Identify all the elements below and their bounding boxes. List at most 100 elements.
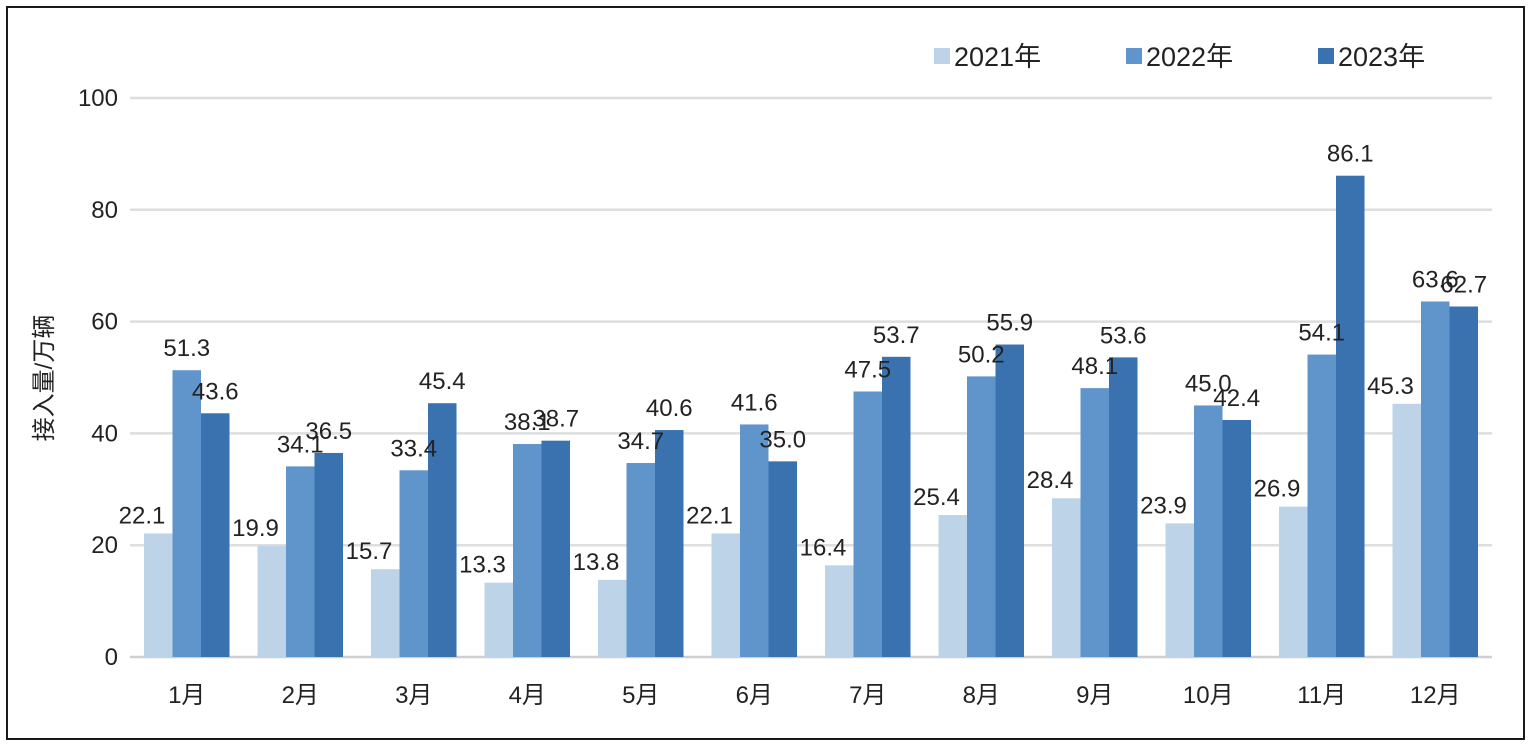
bar — [314, 452, 343, 657]
data-label: 36.5 — [305, 418, 352, 445]
bar — [1052, 498, 1081, 657]
data-label: 53.6 — [1100, 322, 1147, 349]
data-label: 22.1 — [119, 502, 166, 529]
data-label: 50.2 — [958, 341, 1005, 368]
bar — [1222, 419, 1251, 657]
data-label: 54.1 — [1298, 320, 1345, 347]
bar — [428, 403, 457, 657]
data-label: 23.9 — [1140, 492, 1187, 519]
x-tick-label: 11月 — [1297, 682, 1346, 709]
data-label: 16.4 — [800, 534, 847, 561]
legend-swatch — [1126, 48, 1142, 64]
y-tick-label: 0 — [105, 644, 118, 671]
data-label: 45.0 — [1185, 370, 1232, 397]
y-axis-ticks: 0 20 40 60 80 100 — [78, 85, 118, 671]
data-label: 47.5 — [844, 356, 891, 383]
data-label: 53.7 — [873, 322, 920, 349]
data-label: 19.9 — [232, 515, 279, 542]
x-tick-label: 5月 — [622, 682, 659, 709]
data-labels: 22.1 51.3 43.6 19.9 34.136.5 15.7 33.4 45.4 13.3… — [119, 141, 1487, 579]
bar — [371, 569, 400, 657]
data-label: 38.7 — [532, 406, 579, 433]
bar — [711, 533, 740, 657]
legend-swatch — [1318, 48, 1334, 64]
legend-label: 2023年 — [1338, 42, 1425, 72]
bar — [1080, 388, 1109, 657]
bar — [853, 391, 882, 657]
bar — [740, 424, 769, 657]
bar — [1449, 306, 1478, 657]
bar — [257, 545, 286, 657]
bar — [938, 515, 967, 657]
bar — [1421, 301, 1450, 657]
data-label: 45.4 — [419, 368, 466, 395]
x-tick-label: 8月 — [963, 682, 1000, 709]
y-tick-label: 60 — [91, 309, 118, 336]
x-tick-label: 12月 — [1410, 682, 1461, 709]
data-label: 51.3 — [163, 335, 210, 362]
bar — [967, 376, 996, 657]
bar — [513, 444, 542, 657]
bar — [825, 565, 854, 657]
data-label: 86.1 — [1327, 141, 1374, 168]
bar — [1279, 506, 1308, 657]
bar — [144, 533, 173, 657]
legend: 2021年 2022年 2023年 — [934, 42, 1425, 72]
data-label: 35.0 — [759, 426, 806, 453]
bar — [399, 470, 428, 657]
bar — [1307, 354, 1336, 657]
x-tick-label: 2月 — [282, 682, 319, 709]
data-label: 42.4 — [1213, 385, 1260, 412]
bar — [655, 430, 684, 657]
x-tick-label: 6月 — [736, 682, 773, 709]
data-label: 13.8 — [573, 549, 620, 576]
y-tick-label: 40 — [91, 420, 118, 447]
x-axis-ticks: 1月 2月 3月 4月 5月 6月 7月 8月 9月 10月 11月 12月 — [168, 682, 1461, 709]
data-label: 48.1 — [1071, 353, 1118, 380]
data-label: 63.6 — [1412, 266, 1459, 293]
y-tick-label: 100 — [78, 85, 118, 112]
data-label: 34.1 — [277, 431, 324, 458]
data-label: 41.6 — [731, 389, 778, 416]
data-label: 28.4 — [1027, 467, 1074, 494]
bar — [882, 356, 911, 657]
x-tick-label: 7月 — [849, 682, 886, 709]
data-label: 25.4 — [913, 484, 960, 511]
data-label: 15.7 — [346, 538, 393, 565]
bar — [484, 582, 513, 657]
bar — [598, 579, 627, 657]
data-label: 40.6 — [646, 395, 693, 422]
gridlines — [130, 96, 1492, 659]
bar — [626, 463, 655, 657]
bar — [768, 461, 797, 657]
y-tick-label: 20 — [91, 532, 118, 559]
bar — [201, 413, 230, 657]
x-tick-label: 3月 — [395, 682, 432, 709]
data-label: 43.6 — [192, 378, 239, 405]
x-tick-label: 9月 — [1076, 682, 1113, 709]
y-axis-label: 接入量/万辆 — [31, 315, 58, 442]
data-label: 34.7 — [617, 428, 664, 455]
bar — [541, 440, 570, 657]
y-tick-label: 80 — [91, 197, 118, 224]
x-tick-label: 4月 — [509, 682, 546, 709]
data-label: 45.3 — [1367, 373, 1414, 400]
bar — [1194, 405, 1223, 657]
data-label: 26.9 — [1254, 476, 1301, 503]
bar — [1392, 403, 1421, 657]
data-label: 22.1 — [686, 502, 733, 529]
data-label: 62.7 — [1440, 272, 1487, 299]
bars — [144, 175, 1478, 658]
legend-label: 2022年 — [1146, 42, 1233, 72]
bar — [286, 466, 315, 657]
data-label: 13.3 — [459, 552, 506, 579]
bar — [1165, 523, 1194, 657]
bar — [172, 370, 201, 657]
legend-swatch — [934, 48, 950, 64]
legend-label: 2021年 — [954, 42, 1041, 72]
data-label: 38.1 — [504, 409, 551, 436]
x-tick-label: 1月 — [168, 682, 205, 709]
x-tick-label: 10月 — [1183, 682, 1234, 709]
data-label: 55.9 — [986, 310, 1033, 337]
